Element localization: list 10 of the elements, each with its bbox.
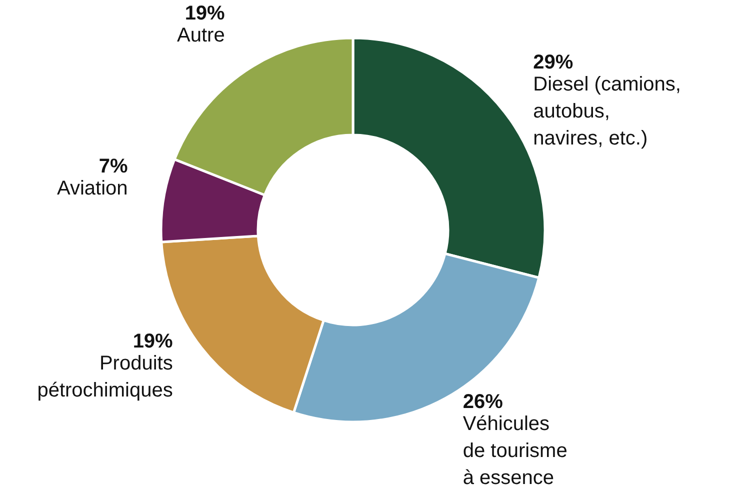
slice-label: Produits pétrochimiques [37, 352, 173, 402]
slice-label: Véhicules de tourisme à essence [462, 412, 568, 489]
data-label: 19% [132, 330, 174, 353]
data-label: 7% [98, 155, 128, 178]
data-label: 19% [184, 2, 226, 24]
slice-label: Aviation [57, 177, 128, 200]
data-label: 29% [533, 51, 574, 74]
slice-label: Autre [177, 24, 225, 46]
slice-label: Diesel (camions, autobus, navires, etc.) [533, 73, 681, 150]
data-label: 26% [462, 390, 504, 413]
